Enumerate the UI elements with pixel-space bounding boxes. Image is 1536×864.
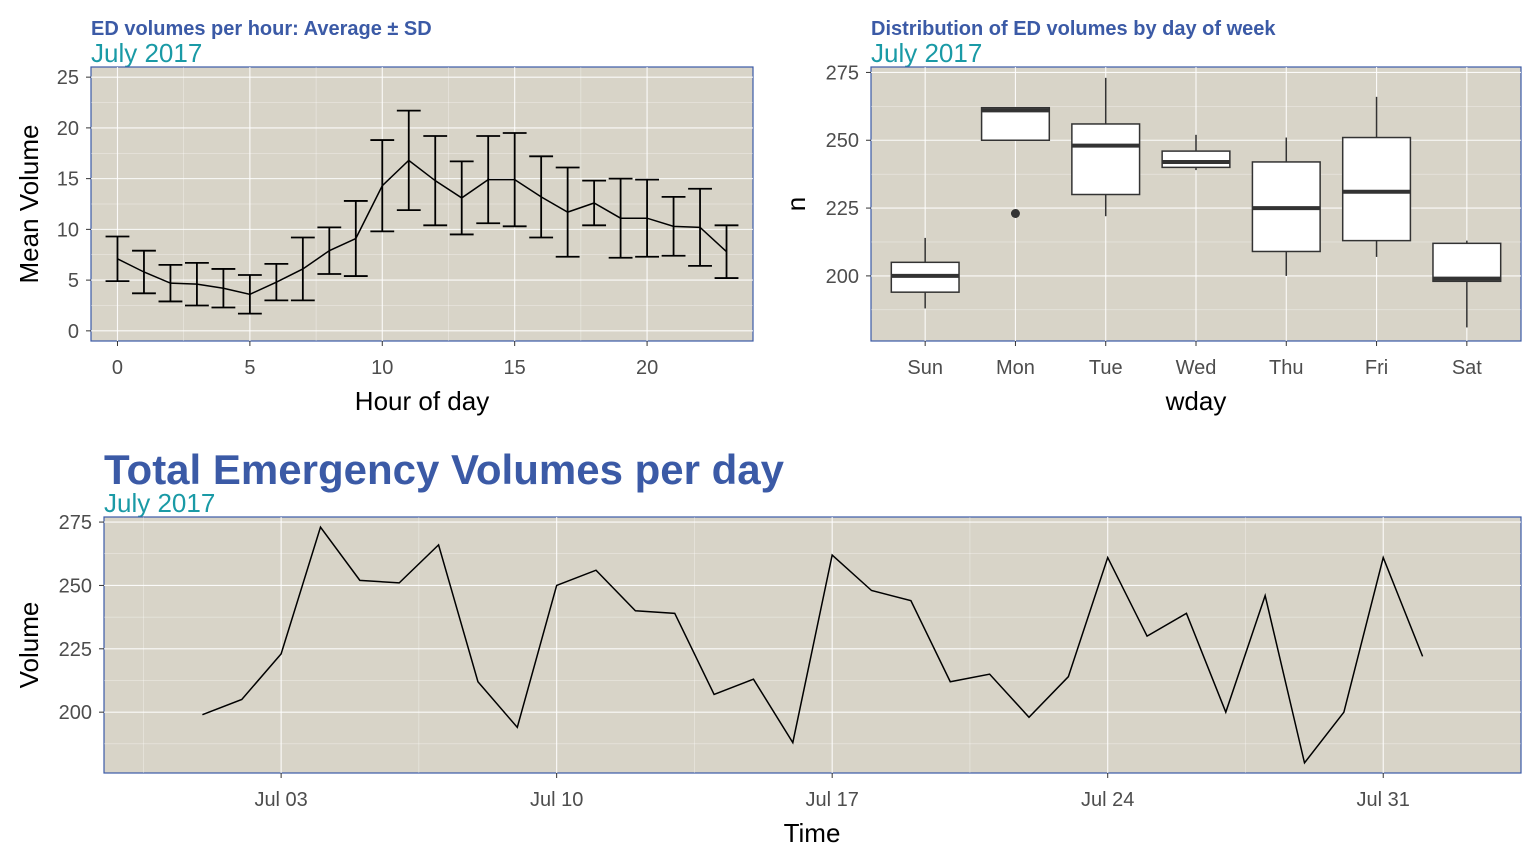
x-tick-label: 5	[244, 357, 255, 379]
daily-plot-panel	[103, 516, 1522, 774]
y-tick-label: 225	[826, 198, 859, 220]
y-tick-label: 275	[59, 512, 92, 534]
y-tick-label: 20	[57, 118, 79, 140]
y-tick-label: 15	[57, 169, 79, 191]
box	[1432, 242, 1502, 283]
daily-chart: Total Emergency Volumes per day July 201…	[14, 446, 1522, 848]
x-tick-label: Jul 03	[254, 789, 307, 811]
daily-axis-ticks: 200 225 250 275 Jul 03 Jul 10 Jul 17 Jul 24 Jul …	[59, 512, 1410, 811]
y-tick-label: 275	[826, 62, 859, 84]
weekday-chart: Distribution of ED volumes by day of wee…	[781, 18, 1522, 416]
weekday-axis-ticks: 200 225 250 275 Sun Mon Tue Wed Thu Fri Sat	[826, 62, 1483, 379]
daily-x-axis-title: Time	[784, 818, 841, 848]
hourly-marks	[105, 109, 739, 315]
hourly-chart-title: ED volumes per hour: Average ± SD	[91, 18, 432, 40]
box	[980, 106, 1051, 141]
box	[1071, 123, 1141, 196]
x-tick-label: Jul 24	[1081, 789, 1134, 811]
outlier-point	[1010, 208, 1020, 218]
x-tick-label: Mon	[996, 357, 1035, 379]
x-tick-label: Sun	[907, 357, 943, 379]
hourly-y-axis-title: Mean Volume	[14, 125, 44, 284]
weekday-chart-title: Distribution of ED volumes by day of wee…	[871, 18, 1276, 40]
hourly-axis-ticks: 0 5 10 15 20 0 5 10 15 20 25	[57, 67, 658, 379]
x-tick-label: 20	[636, 357, 658, 379]
x-tick-label: Thu	[1269, 357, 1303, 379]
weekday-x-axis-title: wday	[1165, 386, 1227, 416]
daily-marks	[202, 525, 1424, 765]
box	[1341, 136, 1412, 242]
x-tick-label: Tue	[1089, 357, 1123, 379]
box	[1161, 150, 1231, 169]
weekday-chart-subtitle: July 2017	[871, 38, 982, 68]
hourly-gridlines	[91, 67, 753, 341]
y-tick-label: 25	[57, 67, 79, 89]
y-tick-label: 5	[68, 270, 79, 292]
y-tick-label: 10	[57, 219, 79, 241]
daily-gridlines	[104, 517, 1521, 773]
y-tick-label: 200	[59, 702, 92, 724]
x-tick-label: Jul 17	[805, 789, 858, 811]
y-tick-label: 0	[68, 321, 79, 343]
x-tick-label: Fri	[1365, 357, 1388, 379]
x-tick-label: Sat	[1452, 357, 1482, 379]
y-tick-label: 250	[59, 575, 92, 597]
y-tick-label: 200	[826, 266, 859, 288]
x-tick-label: 0	[112, 357, 123, 379]
y-tick-label: 225	[59, 639, 92, 661]
daily-volume-line	[202, 525, 1424, 765]
hourly-chart: ED volumes per hour: Average ± SD July 2…	[14, 18, 754, 416]
mean-volume-line	[117, 159, 728, 296]
x-tick-label: Jul 31	[1357, 789, 1410, 811]
x-tick-label: Wed	[1176, 357, 1217, 379]
weekday-y-axis-title: n	[781, 197, 811, 211]
daily-chart-title: Total Emergency Volumes per day	[104, 446, 785, 493]
hourly-x-axis-title: Hour of day	[355, 386, 489, 416]
daily-chart-subtitle: July 2017	[104, 488, 215, 518]
daily-y-axis-title: Volume	[14, 602, 44, 689]
hourly-chart-subtitle: July 2017	[91, 38, 202, 68]
weekday-marks	[890, 77, 1502, 328]
x-tick-label: 10	[371, 357, 393, 379]
y-tick-label: 250	[826, 130, 859, 152]
x-tick-label: 15	[504, 357, 526, 379]
x-tick-label: Jul 10	[530, 789, 583, 811]
